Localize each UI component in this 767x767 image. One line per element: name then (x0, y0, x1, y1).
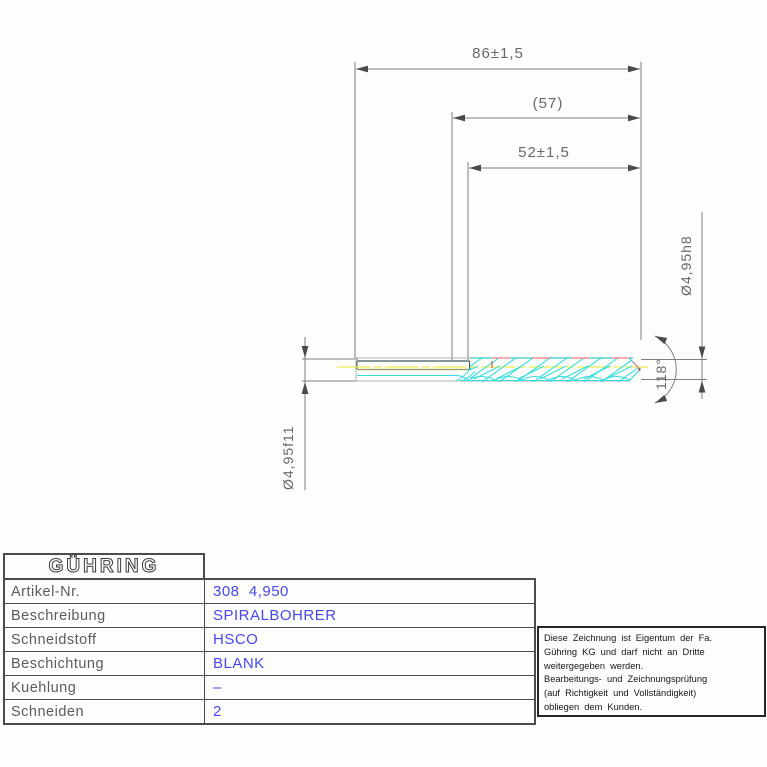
disclaimer-line: weitergegeben werden. (544, 660, 644, 671)
shank-diameter-dimension (301, 337, 358, 490)
table-row: Kuehlung – (5, 675, 534, 699)
disclaimer-line: obliegen dem Kunden. (544, 701, 643, 712)
disclaimer-line: Gühring KG und darf nicht an Dritte (544, 646, 705, 657)
drill-point (628, 357, 641, 382)
spec-value-beschreibung: SPIRALBOHRER (213, 607, 337, 624)
dimension-point-angle: 118° (653, 358, 669, 390)
disclaimer-line: Diese Zeichnung ist Eigentum der Fa. (544, 633, 713, 643)
spec-label-schneiden: Schneiden (5, 700, 205, 723)
disclaimer-box: Diese Zeichnung ist Eigentum der Fa. Güh… (537, 626, 766, 717)
spec-value-schneiden: 2 (213, 703, 222, 720)
disclaimer-line: (auf Richtigkeit und Vollständigkeit) (544, 688, 697, 698)
spec-label-beschichtung: Beschichtung (5, 652, 205, 675)
disclaimer-line: Bearbeitungs- und Zeichnungsprüfung (544, 674, 708, 685)
dimension-overall-length: 86±1,5 (472, 45, 524, 62)
length-dimensions (354, 62, 642, 360)
dimension-shank-diameter: Ø4,95f11 (280, 425, 296, 490)
cutting-diameter-dimension (641, 212, 707, 399)
spec-label-beschreibung: Beschreibung (5, 604, 205, 627)
spec-label-artikel-nr: Artikel-Nr. (5, 580, 205, 603)
table-row: Schneidstoff HSCO (5, 627, 534, 651)
spec-label-schneidstoff: Schneidstoff (5, 628, 205, 651)
dimension-flute-length: 52±1,5 (518, 144, 570, 161)
spec-table: Artikel-Nr. 308 4,950 Beschreibung SPIRA… (3, 578, 536, 725)
point-angle-arc (654, 335, 677, 404)
manufacturer-logo: GÜHRING (48, 556, 160, 577)
spec-value-artikel-nr: 308 4,950 (213, 583, 289, 600)
dimension-reference-length: (57) (532, 95, 564, 112)
dimension-cutting-diameter: Ø4,95h8 (678, 235, 694, 296)
spec-value-beschichtung: BLANK (213, 655, 265, 672)
drill-shank (356, 360, 470, 376)
drill-body (337, 357, 648, 382)
spec-label-kuehlung: Kuehlung (5, 676, 205, 699)
table-row: Artikel-Nr. 308 4,950 (5, 580, 534, 603)
table-row: Schneiden 2 (5, 699, 534, 723)
spec-value-schneidstoff: HSCO (213, 631, 259, 648)
table-row: Beschichtung BLANK (5, 651, 534, 675)
manufacturer-logo-cell: GÜHRING (3, 553, 205, 580)
spec-value-kuehlung: – (213, 679, 222, 696)
table-row: Beschreibung SPIRALBOHRER (5, 603, 534, 627)
